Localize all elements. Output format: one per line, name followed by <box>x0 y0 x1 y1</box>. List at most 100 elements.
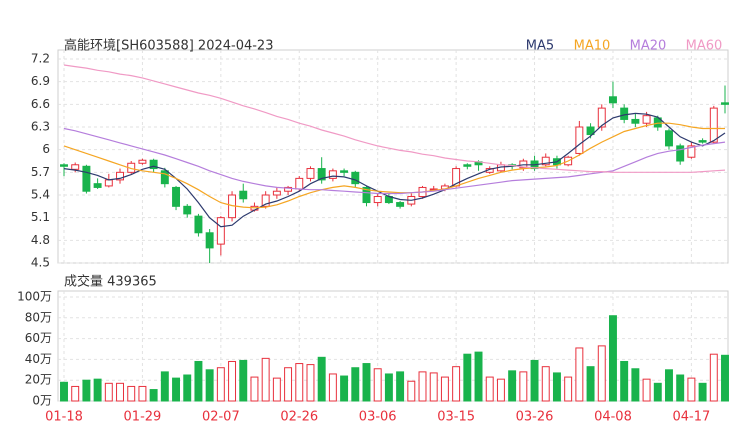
volume-bar <box>519 371 528 402</box>
volume-bar <box>575 347 584 402</box>
candle-body <box>295 177 304 190</box>
candle-body <box>642 115 651 124</box>
candle-body <box>463 164 472 167</box>
volume-bar <box>485 376 494 402</box>
candle-body <box>60 164 68 167</box>
volume-bar <box>160 371 169 402</box>
candle-body <box>597 107 606 128</box>
candle-body <box>216 217 225 245</box>
y-tick-label: 5.7 <box>31 165 50 179</box>
volume-bar <box>564 376 573 402</box>
volume-bar <box>82 379 91 402</box>
volume-bar <box>407 380 416 402</box>
candle-body <box>104 179 113 187</box>
volume-bar <box>295 363 304 402</box>
volume-bar <box>127 385 136 402</box>
volume-bar <box>205 369 214 402</box>
candle-body <box>317 168 326 181</box>
candle-body <box>396 202 405 207</box>
volume-bar <box>474 351 483 402</box>
volume-bar <box>362 363 371 402</box>
candle-body <box>575 126 584 154</box>
candle-body <box>71 164 80 170</box>
candle-body <box>687 145 696 158</box>
ma-line <box>63 112 726 228</box>
volume-bar <box>653 382 662 402</box>
volume-bar <box>261 357 270 402</box>
volume-bar <box>687 377 696 402</box>
y-tick-label: 6.3 <box>31 120 50 134</box>
candle-body <box>586 126 595 136</box>
candle-body <box>116 171 124 181</box>
volume-bar <box>665 369 673 402</box>
candle-body <box>373 196 382 204</box>
volume-bar <box>597 345 606 402</box>
volume-bar <box>239 359 248 402</box>
volume-bar <box>530 359 539 402</box>
candle-body <box>328 170 337 179</box>
volume-bar <box>272 377 281 402</box>
chart-title: 高能环境[SH603588] 2024-04-23 <box>64 38 273 54</box>
y-tick-label: 6.6 <box>31 97 50 111</box>
candle-body <box>709 107 718 143</box>
candle-body <box>272 190 281 196</box>
volume-bar <box>194 360 203 402</box>
candle-body <box>149 159 158 170</box>
y-tick-label: 80万 <box>25 310 52 324</box>
volume-bar <box>71 385 80 402</box>
candle-body <box>698 140 707 143</box>
candle-body <box>205 232 214 249</box>
volume-bar <box>698 382 707 402</box>
volume-bar <box>228 360 237 402</box>
volume-bar <box>373 368 382 402</box>
volume-bar <box>586 366 595 402</box>
legend-entry: MA5 <box>526 39 554 54</box>
volume-bar <box>608 315 617 402</box>
x-tick-label: 03-26 <box>516 410 554 425</box>
candle-body <box>665 130 673 147</box>
candle-body <box>261 194 270 207</box>
volume-bar <box>138 385 147 402</box>
volume-bar <box>429 372 438 402</box>
volume-bar <box>172 377 181 402</box>
candle-body <box>194 215 203 234</box>
candle-body <box>541 156 550 166</box>
candle-body <box>608 96 617 104</box>
candle-body <box>239 190 248 200</box>
x-tick-label: 04-17 <box>672 410 710 425</box>
volume-bar <box>676 374 685 402</box>
y-tick-label: 6.9 <box>31 74 50 88</box>
y-tick-label: 6 <box>42 142 50 156</box>
volume-bar <box>60 381 68 402</box>
volume-bar <box>440 376 449 402</box>
volume-bar <box>183 374 192 402</box>
volume-bar <box>216 367 225 402</box>
x-tick-label: 01-29 <box>124 410 162 425</box>
candle-body <box>284 186 293 192</box>
volume-bar <box>418 371 427 402</box>
y-tick-label: 5.1 <box>31 210 50 224</box>
x-tick-label: 01-18 <box>45 410 83 425</box>
ma-line <box>63 127 726 195</box>
candle-body <box>620 107 629 120</box>
candle-body <box>160 170 169 185</box>
volume-bar <box>709 353 718 402</box>
volume-bar <box>508 370 517 402</box>
x-tick-label: 03-06 <box>359 410 397 425</box>
volume-bar <box>452 366 461 402</box>
volume-bar <box>463 353 472 402</box>
x-tick-label: 04-08 <box>594 410 632 425</box>
volume-bar <box>631 368 640 402</box>
candle-body <box>721 102 729 105</box>
volume-bar <box>351 367 360 402</box>
candle-body <box>351 171 360 185</box>
y-tick-label: 100万 <box>17 290 52 304</box>
x-tick-label: 02-07 <box>202 410 240 425</box>
volume-bar <box>328 373 337 402</box>
legend-entry: MA10 <box>574 39 611 54</box>
candle-body <box>82 165 91 192</box>
legend-entry: MA20 <box>630 39 667 54</box>
volume-bar <box>306 364 315 402</box>
volume-bar <box>250 376 259 402</box>
candle-body <box>631 118 640 124</box>
